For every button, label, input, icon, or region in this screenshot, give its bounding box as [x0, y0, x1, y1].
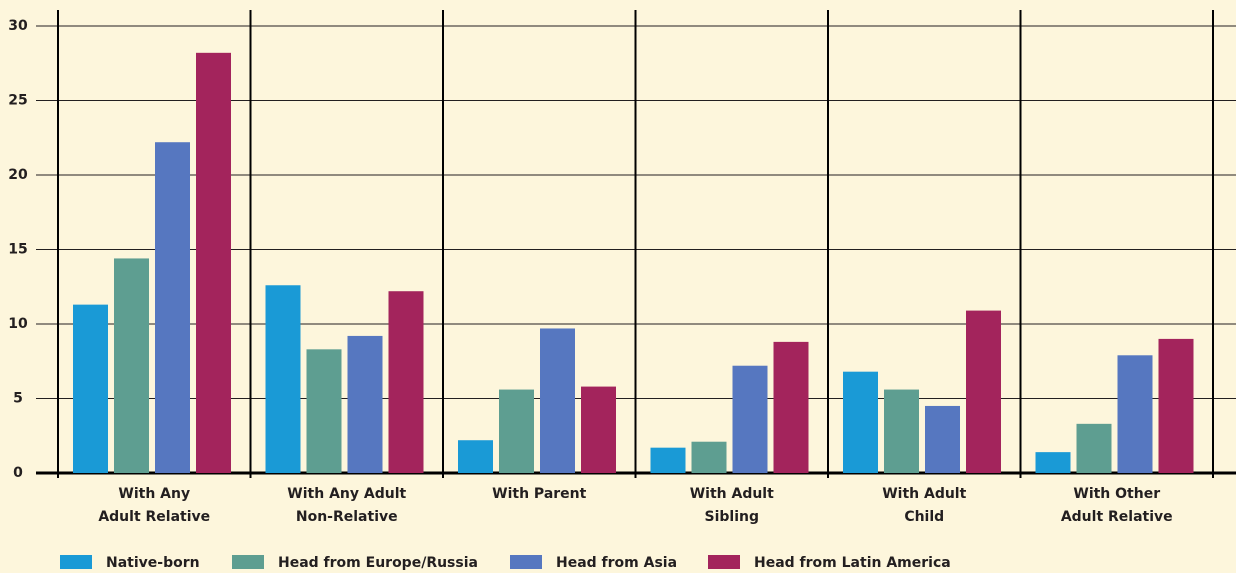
bar — [155, 142, 190, 473]
x-tick-label: Non-Relative — [296, 509, 398, 525]
bar — [884, 389, 919, 473]
bar — [73, 304, 108, 473]
bar — [1076, 423, 1112, 473]
bar — [843, 371, 878, 473]
x-tick-label: With Any — [118, 486, 190, 502]
x-tick-label: With Other — [1073, 486, 1160, 502]
x-tick-label: Child — [904, 509, 944, 525]
y-tick-label: 25 — [8, 93, 27, 109]
bar — [388, 291, 424, 473]
legend-swatch — [510, 555, 542, 569]
y-tick-label: 0 — [13, 465, 23, 481]
legend-label: Head from Asia — [556, 555, 677, 571]
bar — [196, 52, 231, 473]
x-tick-label: Adult Relative — [1061, 509, 1173, 525]
legend-swatch — [708, 555, 740, 569]
bar — [458, 440, 493, 473]
x-tick-label: Adult Relative — [98, 509, 210, 525]
x-tick-label: With Any Adult — [287, 486, 406, 502]
x-tick-label: With Adult — [882, 486, 966, 502]
y-tick-label: 30 — [8, 18, 28, 34]
legend-label: Head from Latin America — [754, 555, 951, 571]
bar — [966, 310, 1001, 473]
y-tick-label: 5 — [13, 391, 23, 407]
bar — [732, 365, 768, 473]
bar — [540, 328, 575, 473]
y-tick-label: 15 — [8, 242, 27, 258]
bar — [773, 341, 809, 473]
bar — [691, 441, 727, 473]
y-tick-label: 20 — [8, 167, 28, 183]
bar — [581, 386, 616, 473]
x-tick-label: With Parent — [492, 486, 586, 502]
bar — [114, 258, 149, 473]
bar — [1035, 452, 1071, 473]
legend-swatch — [60, 555, 92, 569]
bar — [650, 447, 686, 473]
y-tick-label: 10 — [8, 316, 28, 332]
bar — [347, 335, 383, 473]
bar — [1158, 338, 1194, 473]
bar — [306, 349, 342, 473]
legend-swatch — [232, 555, 264, 569]
legend-label: Head from Europe/Russia — [278, 555, 478, 571]
x-tick-label: With Adult — [690, 486, 774, 502]
bar — [265, 285, 301, 473]
legend-label: Native-born — [106, 555, 200, 571]
bar — [499, 389, 534, 473]
bar — [1117, 355, 1153, 473]
x-tick-label: Sibling — [705, 509, 760, 525]
bar — [925, 405, 960, 473]
